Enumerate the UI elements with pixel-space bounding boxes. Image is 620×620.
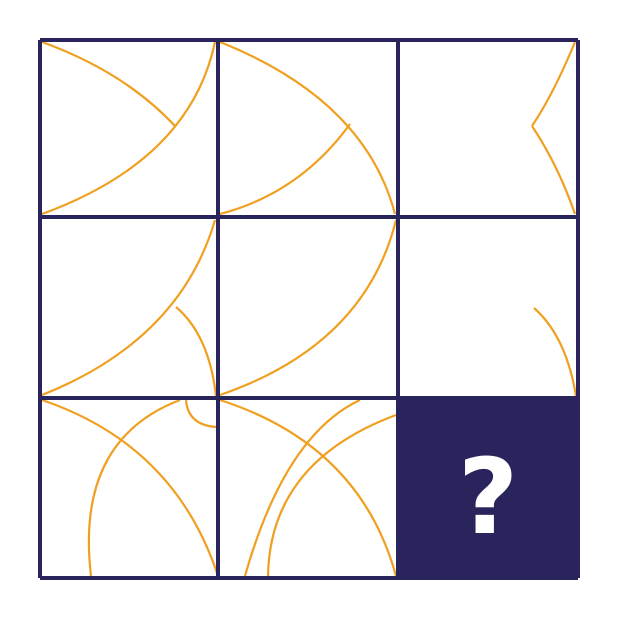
arc-shape	[531, 41, 577, 127]
arc-shape	[219, 219, 398, 397]
cell-r2c1	[41, 219, 218, 397]
arc-shape	[266, 413, 397, 577]
cell-r2c2	[219, 219, 398, 397]
arc-shape	[533, 307, 578, 397]
arc-shape	[219, 123, 351, 216]
arc-shape	[41, 41, 217, 216]
arc-shape	[41, 398, 218, 577]
arc-shape	[219, 398, 398, 577]
cell-r2c3	[533, 307, 578, 397]
cell-r3c2	[219, 398, 398, 577]
arc-shape	[41, 219, 217, 397]
arc-shape	[41, 40, 177, 128]
cell-r1c1	[41, 40, 217, 216]
question-mark: ?	[458, 436, 518, 558]
missing-cell[interactable]	[398, 398, 578, 578]
cell-r3c1	[41, 398, 218, 577]
arc-shape	[531, 125, 577, 215]
cell-r1c2	[219, 40, 397, 216]
arc-shape	[219, 40, 397, 215]
arc-shape	[184, 399, 217, 429]
arc-shape	[243, 399, 361, 577]
arc-shape	[175, 306, 218, 397]
arc-shape	[87, 398, 181, 577]
grid-lines	[38, 38, 580, 580]
cell-r1c3	[531, 41, 577, 215]
